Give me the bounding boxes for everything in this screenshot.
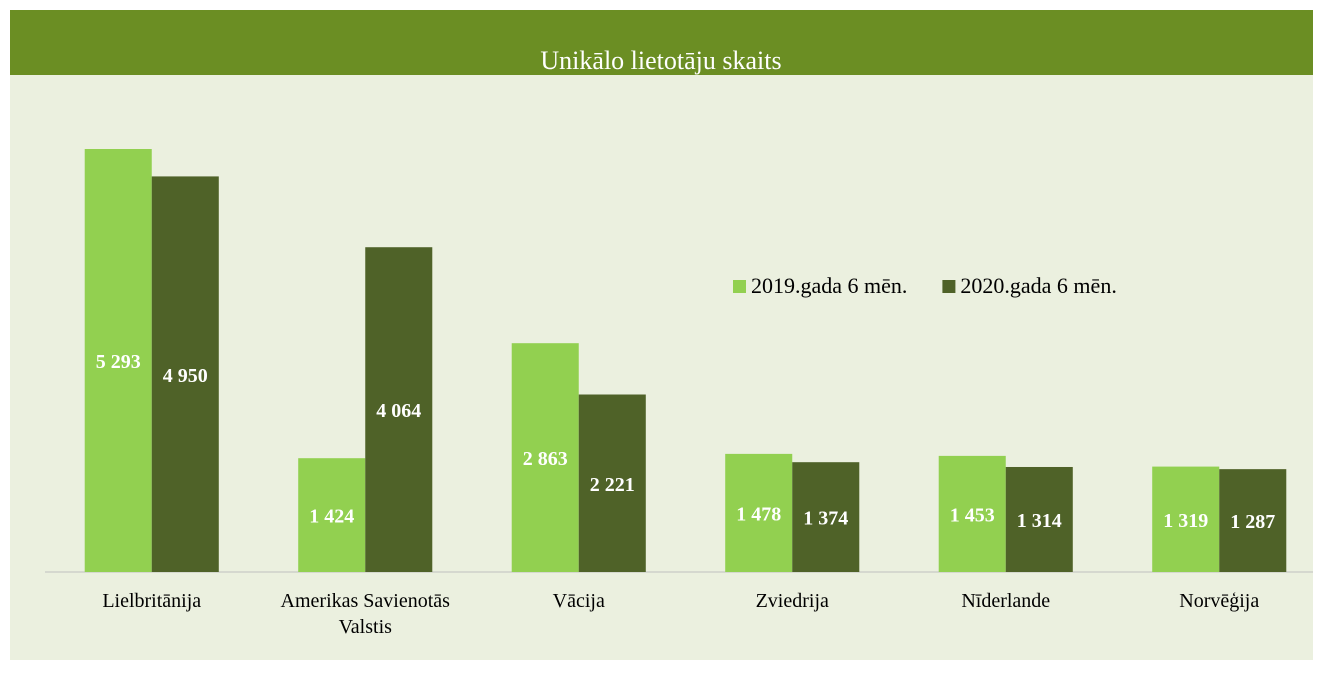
chart-title: Unikālo lietotāju skaits (540, 46, 781, 75)
x-tick-label: Amerikas Savienotās Valstis (280, 590, 450, 638)
bar (1219, 469, 1287, 572)
legend-swatch (942, 280, 956, 293)
bar (84, 149, 152, 572)
x-tick-label: Zviedrija (755, 590, 829, 612)
x-tick-label: Nīderlande (961, 590, 1051, 612)
data-label: 1 374 (803, 508, 848, 530)
bar (1005, 466, 1073, 572)
bar (151, 176, 219, 572)
bar (365, 247, 433, 572)
bar (792, 462, 860, 572)
legend-swatch (733, 280, 746, 293)
legend-label: 2020.gada 6 mēn. (960, 273, 1116, 298)
data-label: 2 221 (590, 474, 635, 496)
data-label: 1 453 (950, 505, 995, 527)
data-label: 1 314 (1017, 510, 1062, 532)
bar (511, 343, 579, 572)
data-label: 5 293 (96, 351, 141, 373)
data-label: 1 287 (1230, 511, 1275, 533)
legend-label: 2019.gada 6 mēn. (751, 273, 907, 298)
data-label: 1 319 (1163, 510, 1208, 532)
plot-background (10, 75, 1313, 660)
bar (1152, 466, 1220, 572)
x-tick-label: Lielbritānija (102, 590, 202, 612)
title-band (10, 10, 1313, 75)
x-tick-label: Vācija (552, 590, 605, 612)
bar (938, 455, 1006, 572)
x-tick-label: Norvēģija (1179, 590, 1260, 612)
data-label: 2 863 (523, 448, 568, 470)
bar (725, 453, 793, 572)
bar (578, 394, 646, 572)
data-label: 1 478 (736, 504, 781, 526)
data-label: 1 424 (309, 506, 354, 528)
bar (298, 458, 366, 572)
data-label: 4 064 (376, 400, 421, 422)
data-label: 4 950 (163, 365, 208, 387)
